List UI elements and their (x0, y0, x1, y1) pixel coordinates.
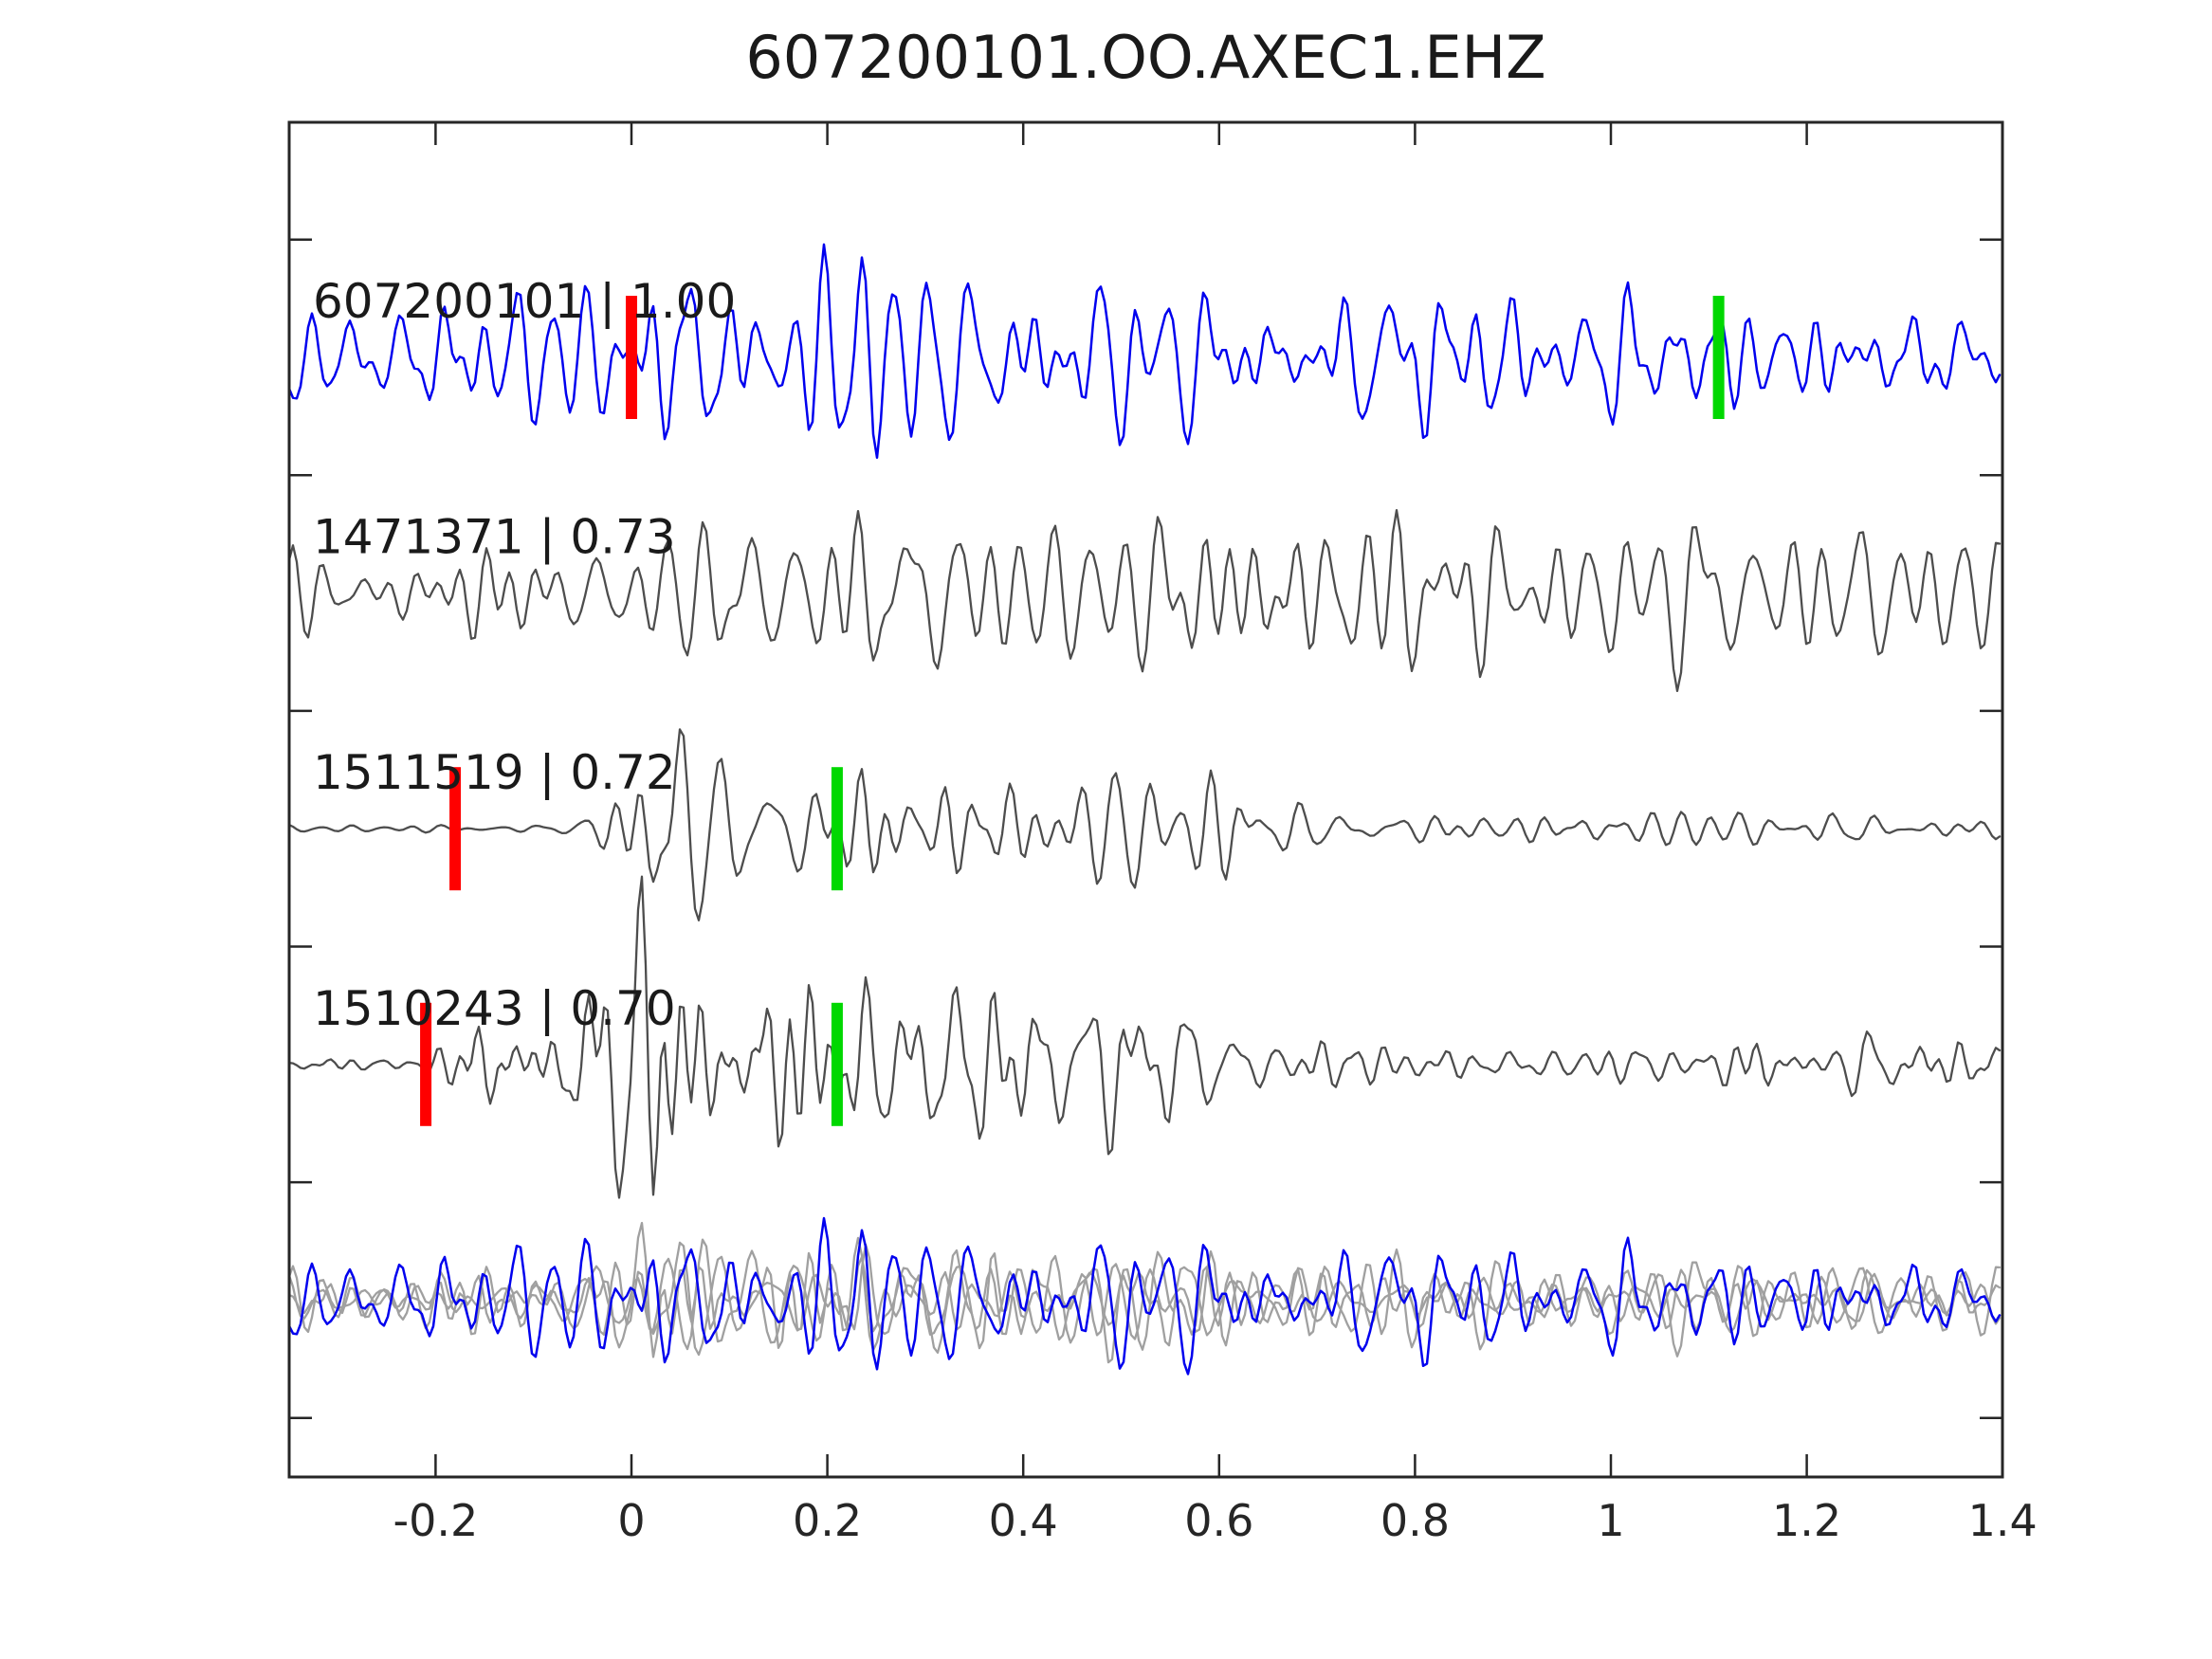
trace-607200101-label: 607200101 | 1.00 (313, 274, 736, 329)
x-tick-label: 1 (1597, 1495, 1624, 1546)
trace-1471371-label: 1471371 | 0.73 (313, 510, 676, 565)
pick-marker-green-607200101 (1712, 296, 1725, 419)
x-tick-label: 0.8 (1380, 1495, 1450, 1546)
x-tick-label: 0.6 (1184, 1495, 1253, 1546)
pick-marker-red-607200101 (626, 296, 637, 419)
plot-border (287, 120, 2004, 1479)
chart-title: 607200101.OO.AXEC1.EHZ (745, 23, 1546, 92)
pick-marker-green-1511519 (831, 767, 843, 891)
pick-marker-green-1510243 (831, 1002, 843, 1126)
trace-1511519-label: 1511519 | 0.72 (313, 745, 676, 800)
x-tick-label: 0.2 (793, 1495, 862, 1546)
trace-1510243-label: 1510243 | 0.70 (313, 981, 676, 1036)
x-tick-label: 0.4 (989, 1495, 1058, 1546)
trace-1511519-path (289, 728, 2002, 921)
x-tick-label: -0.2 (393, 1495, 479, 1546)
trace-1471371-path (289, 508, 2002, 693)
x-tick-label: 0 (617, 1495, 645, 1546)
pick-marker-red-1510243 (420, 1002, 432, 1126)
x-tick-label: 1.2 (1772, 1495, 1841, 1546)
trace-overlay-607200101-path (289, 1216, 2002, 1376)
pick-marker-red-1511519 (449, 767, 462, 891)
trace-1510243-path (289, 875, 2002, 1199)
traces-group (289, 243, 2002, 1376)
x-tick-label: 1.4 (1968, 1495, 2038, 1546)
trace-overlay-1510243-path (289, 1221, 2002, 1364)
